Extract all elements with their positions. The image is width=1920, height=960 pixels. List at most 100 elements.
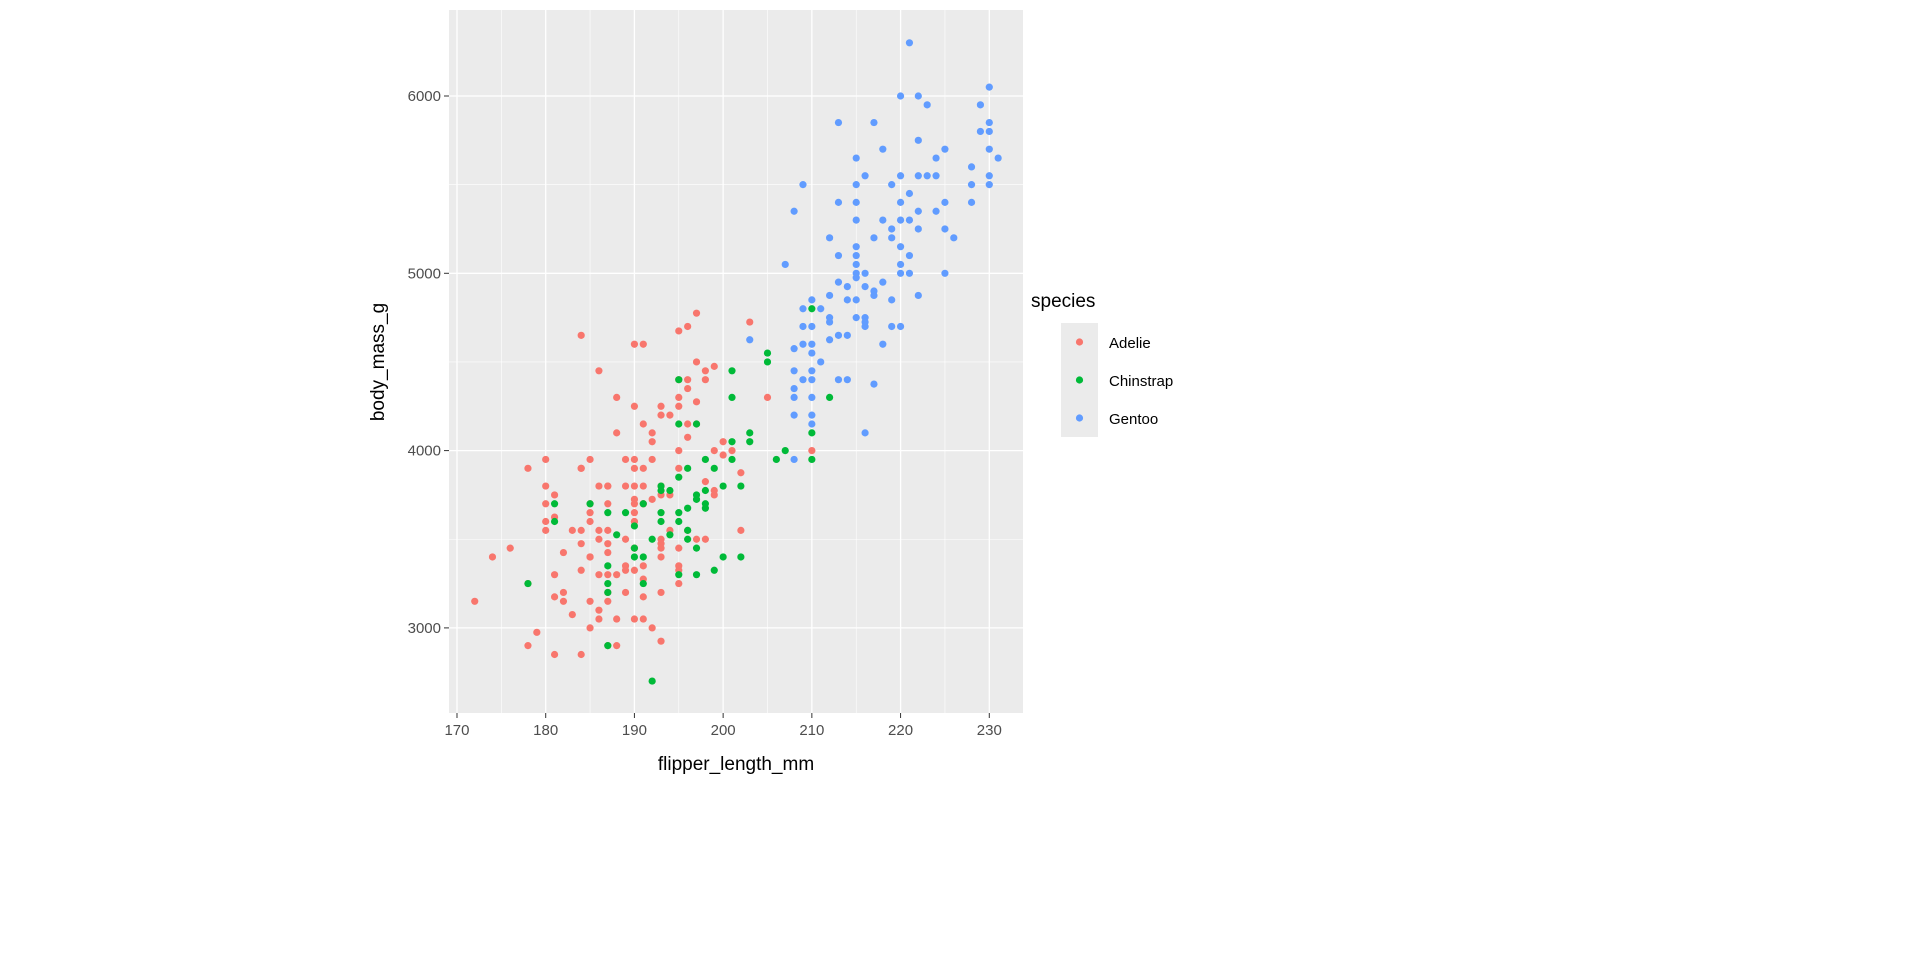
point-gentoo [941,225,949,233]
point-gentoo [896,269,905,277]
point-chinstrap [648,535,656,543]
legend-label-adelie: Adelie [1109,335,1151,352]
point-adelie [648,438,656,446]
point-adelie [657,588,665,597]
point-gentoo [985,118,993,127]
point-gentoo [896,322,905,331]
point-gentoo [888,322,896,331]
point-adelie [675,562,683,570]
point-gentoo [790,455,798,464]
point-gentoo [799,340,807,348]
point-adelie [719,438,727,446]
point-gentoo [790,411,798,419]
point-adelie [630,509,639,517]
point-gentoo [861,172,869,180]
point-adelie [613,393,621,402]
point-chinstrap [737,553,745,561]
point-gentoo [905,216,914,224]
point-chinstrap [808,455,816,464]
point-adelie [710,486,718,495]
point-gentoo [923,172,931,180]
point-chinstrap [728,393,736,402]
point-gentoo [879,216,887,224]
point-gentoo [799,305,807,313]
point-adelie [621,566,630,574]
point-chinstrap [675,420,683,428]
point-adelie [568,526,576,534]
point-adelie [586,597,594,605]
point-chinstrap [701,455,709,464]
point-gentoo [825,336,834,344]
point-adelie [666,411,674,419]
point-gentoo [834,331,843,339]
legend-point-gentoo [1075,414,1084,422]
point-adelie [657,553,665,561]
point-gentoo [976,101,985,109]
point-adelie [684,384,692,393]
plot-panel [449,10,1023,713]
point-gentoo [808,367,816,375]
point-adelie [604,597,612,605]
point-adelie [630,495,639,503]
point-gentoo [799,376,807,384]
x-tick-label: 200 [711,722,736,739]
point-chinstrap [808,305,816,313]
point-chinstrap [675,571,683,579]
point-adelie [595,615,603,623]
point-adelie [701,367,709,375]
x-tick-label: 210 [799,722,824,739]
point-gentoo [852,274,860,282]
point-adelie [684,376,692,384]
point-adelie [613,571,621,579]
point-adelie [701,535,709,543]
point-adelie [746,318,754,326]
point-chinstrap [772,455,780,464]
point-chinstrap [701,486,709,495]
point-chinstrap [719,482,727,490]
point-adelie [577,540,585,548]
x-tick-label: 170 [444,722,469,739]
point-gentoo [852,314,860,322]
point-adelie [692,358,701,366]
point-adelie [630,464,639,472]
point-gentoo [967,163,976,171]
point-gentoo [852,243,860,251]
point-chinstrap [728,455,736,464]
point-adelie [639,420,647,428]
point-gentoo [852,198,860,206]
point-chinstrap [550,500,559,508]
point-gentoo [985,172,993,180]
point-adelie [559,597,568,605]
point-chinstrap [613,531,621,539]
point-adelie [577,331,585,339]
point-adelie [550,571,559,579]
point-chinstrap [630,522,639,530]
point-gentoo [808,393,816,402]
point-gentoo [870,291,878,300]
point-gentoo [834,198,843,206]
point-adelie [559,548,568,557]
point-gentoo [852,216,860,224]
point-chinstrap [621,509,630,517]
point-gentoo [914,92,922,100]
point-gentoo [923,101,931,109]
point-chinstrap [666,486,674,495]
point-chinstrap [710,566,718,574]
point-chinstrap [710,464,718,472]
point-gentoo [790,384,798,393]
point-adelie [657,535,665,543]
point-gentoo [799,181,807,189]
point-adelie [506,544,514,552]
point-gentoo [905,269,914,277]
point-chinstrap [684,464,692,472]
point-adelie [604,482,612,490]
point-adelie [595,526,603,534]
point-chinstrap [692,571,701,579]
point-adelie [559,588,568,597]
point-adelie [657,402,665,410]
legend-title: species [1031,291,1095,312]
point-adelie [639,615,647,623]
point-adelie [692,535,701,543]
point-adelie [524,464,532,472]
point-adelie [710,362,718,370]
